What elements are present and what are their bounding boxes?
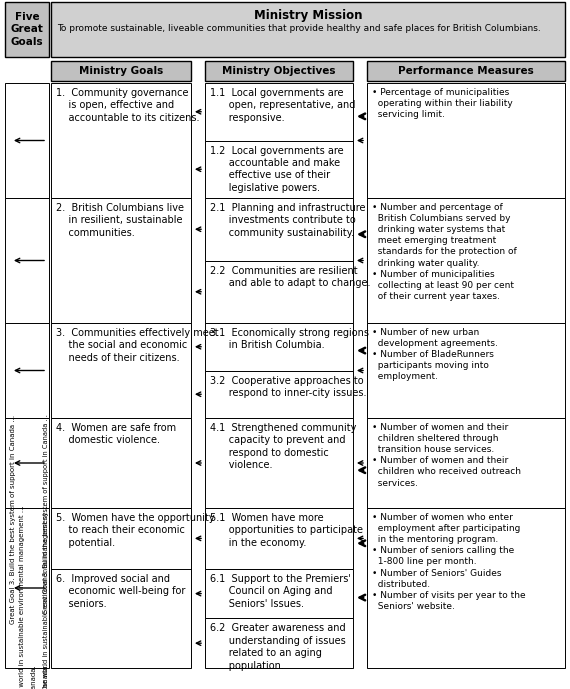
Bar — [367, 61, 565, 81]
Bar — [51, 198, 191, 323]
Bar — [205, 508, 353, 569]
Bar — [51, 508, 191, 668]
Bar — [367, 83, 565, 198]
Text: 6.2  Greater awareness and
      understanding of issues
      related to an agi: 6.2 Greater awareness and understanding … — [210, 624, 346, 670]
Text: Ministry Goals: Ministry Goals — [79, 66, 163, 76]
Text: Five
Great
Goals: Five Great Goals — [11, 12, 43, 47]
Bar — [205, 260, 353, 323]
Text: 3.2  Cooperative approaches to
      respond to inner-city issues.: 3.2 Cooperative approaches to respond to… — [210, 376, 367, 398]
Bar — [205, 418, 353, 508]
Text: Great Goal 3. Build the best system of support in Canada ...: Great Goal 3. Build the best system of s… — [43, 414, 49, 614]
Bar — [367, 323, 565, 418]
Text: To promote sustainable, liveable communities that provide healthy and safe place: To promote sustainable, liveable communi… — [57, 24, 541, 33]
Text: 4.1  Strengthened community
      capacity to prevent and
      respond to domes: 4.1 Strengthened community capacity to p… — [210, 423, 356, 470]
Bar — [51, 61, 191, 81]
Bar — [5, 198, 49, 323]
Bar — [367, 418, 565, 508]
Text: Ministry Objectives: Ministry Objectives — [222, 66, 336, 76]
Text: 5.  Women have the opportunity
    to reach their economic
    potential.: 5. Women have the opportunity to reach t… — [56, 513, 215, 548]
Bar — [205, 371, 353, 418]
Bar — [5, 323, 49, 418]
Text: 5.1  Women have more
      opportunities to participate
      in the economy.: 5.1 Women have more opportunities to par… — [210, 513, 363, 548]
Text: 3.1  Economically strong regions
      in British Columbia.: 3.1 Economically strong regions in Briti… — [210, 328, 369, 351]
Text: Performance Measures: Performance Measures — [398, 66, 534, 76]
Bar — [205, 83, 353, 141]
Text: 6.  Improved social and
    economic well-being for
    seniors.: 6. Improved social and economic well-bei… — [56, 574, 185, 608]
Text: Great Goal 4. Lead the world in sustainable environmental management ...: Great Goal 4. Lead the world in sustaina… — [43, 504, 49, 689]
Text: • Number of women who enter
  employment after participating
  in the mentoring : • Number of women who enter employment a… — [372, 513, 526, 611]
Text: Great Goal 5. Create more jobs per capita than anywhere else in Canada.: Great Goal 5. Create more jobs per capit… — [31, 665, 37, 689]
Bar — [5, 508, 49, 668]
Bar — [51, 83, 191, 198]
Text: Great Goal 5. Create more jobs per capita than anywhere else in Canada.: Great Goal 5. Create more jobs per capit… — [43, 664, 49, 689]
Text: Ministry Mission: Ministry Mission — [254, 9, 363, 22]
Text: 2.  British Columbians live
    in resilient, sustainable
    communities.: 2. British Columbians live in resilient,… — [56, 203, 184, 238]
Bar — [51, 323, 191, 418]
Bar — [367, 508, 565, 668]
Text: 2.2  Communities are resilient
      and able to adapt to change.: 2.2 Communities are resilient and able t… — [210, 265, 370, 288]
Bar — [51, 2, 565, 57]
Text: • Number of women and their
  children sheltered through
  transition house serv: • Number of women and their children she… — [372, 423, 521, 488]
Bar — [205, 61, 353, 81]
Bar — [367, 198, 565, 323]
Text: 1.2  Local governments are
      accountable and make
      effective use of the: 1.2 Local governments are accountable an… — [210, 145, 344, 193]
Bar — [205, 198, 353, 260]
Text: • Percentage of municipalities
  operating within their liability
  servicing li: • Percentage of municipalities operating… — [372, 88, 513, 119]
Bar — [5, 418, 49, 508]
Text: 1.  Community governance
    is open, effective and
    accountable to its citiz: 1. Community governance is open, effecti… — [56, 88, 200, 123]
Text: • Number and percentage of
  British Columbians served by
  drinking water syste: • Number and percentage of British Colum… — [372, 203, 517, 301]
Bar — [5, 83, 49, 198]
Bar — [51, 418, 191, 508]
Bar — [205, 141, 353, 198]
Text: • Number of new urban
  development agreements.
• Number of BladeRunners
  parti: • Number of new urban development agreem… — [372, 328, 498, 382]
Text: 4.  Women are safe from
    domestic violence.: 4. Women are safe from domestic violence… — [56, 423, 176, 445]
Bar — [205, 323, 353, 371]
Bar — [5, 2, 49, 57]
Text: 1.1  Local governments are
      open, representative, and
      responsive.: 1.1 Local governments are open, represen… — [210, 88, 355, 123]
Text: 6.1  Support to the Premiers'
      Council on Aging and
      Seniors' Issues.: 6.1 Support to the Premiers' Council on … — [210, 574, 351, 608]
Bar — [205, 569, 353, 619]
Text: 3.  Communities effectively meet
    the social and economic
    needs of their : 3. Communities effectively meet the soci… — [56, 328, 219, 363]
Text: Great Goal 3. Build the best system of support in Canada ...: Great Goal 3. Build the best system of s… — [10, 415, 16, 624]
Text: 2.1  Planning and infrastructure
      investments contribute to
      community: 2.1 Planning and infrastructure investme… — [210, 203, 365, 238]
Bar — [205, 619, 353, 668]
Text: Great Goal 4. Lead the world in sustainable environmental management ...: Great Goal 4. Lead the world in sustaina… — [19, 505, 25, 689]
